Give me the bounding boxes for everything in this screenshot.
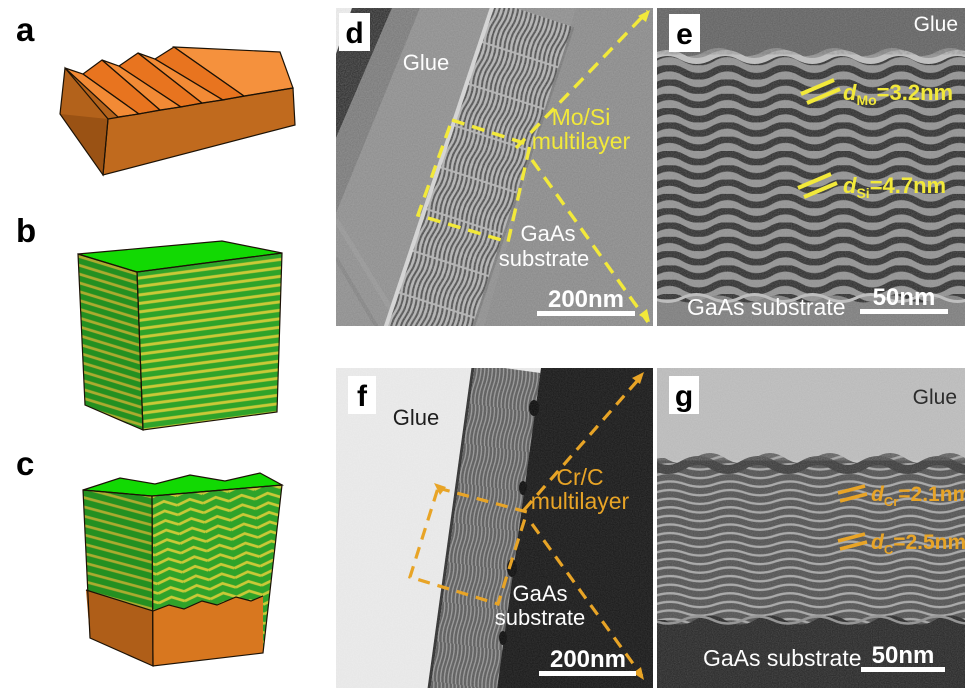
callout-arrow-icon <box>633 667 644 680</box>
scalebar-label: 50nm <box>872 642 935 669</box>
noise-overlay <box>336 368 653 688</box>
glue-label: Glue <box>393 405 439 430</box>
d-subscript: Cr <box>884 494 898 509</box>
multilayer-label-line1: Mo/Si <box>552 104 611 130</box>
d-spacing-marker-icon <box>800 78 841 105</box>
panel-f-tem-image: f Glue Cr/C multilayer GaAs substrate 20… <box>336 368 653 688</box>
scalebar-label: 200nm <box>550 646 626 673</box>
zoom-callout <box>407 372 644 680</box>
flat-multilayer-drawing <box>77 240 283 431</box>
glue-label: Glue <box>913 386 957 409</box>
panel-d-letter: d <box>345 17 363 50</box>
corrugated-multilayer-drawing <box>82 472 285 667</box>
panel-b-diagram <box>77 240 283 431</box>
panel-g-tem-image: g Glue dCr=2.1nm dC=2.5nm GaAs substrate… <box>657 368 965 688</box>
d-c-annotation: dC=2.5nm <box>871 531 965 557</box>
d-mo-annotation: dMo=3.2nm <box>843 80 953 108</box>
panel-e-tem-image: e Glue dMo=3.2nm dSi=4.7nm GaAs substrat… <box>657 8 965 326</box>
callout-ray <box>530 523 644 677</box>
callout-ray <box>530 159 650 323</box>
panel-b-label: b <box>16 212 37 249</box>
scale-bar <box>537 311 635 316</box>
substrate-label-line2: substrate <box>495 605 586 630</box>
panel-c-label: c <box>16 445 35 482</box>
panel-f-letter: f <box>357 380 368 413</box>
substrate-label: GaAs substrate <box>687 294 846 320</box>
d-value: =4.7nm <box>870 173 946 198</box>
d-spacing-marker-icon <box>797 172 838 199</box>
panel-a-label: a <box>16 11 35 48</box>
label-box <box>669 376 699 414</box>
callout-ray <box>522 378 640 512</box>
panel-e-letter: e <box>676 18 693 51</box>
callout-arrow-icon <box>632 372 644 384</box>
roi-box <box>415 117 533 245</box>
d-cr-annotation: dCr=2.1nm <box>871 483 965 509</box>
label-box <box>669 14 700 52</box>
scale-bar <box>860 309 948 314</box>
substrate-label-line1: GaAs <box>520 221 575 246</box>
d-symbol: d <box>871 483 885 506</box>
noise-overlay <box>336 8 653 326</box>
d-si-annotation: dSi=4.7nm <box>843 173 946 201</box>
d-symbol: d <box>843 80 857 105</box>
d-subscript: Mo <box>856 92 876 108</box>
glue-label: Glue <box>403 50 449 75</box>
roi-box <box>407 486 530 606</box>
d-spacing-marker-icon <box>837 532 868 551</box>
sawtooth-substrate-drawing <box>59 46 296 177</box>
substrate-label: GaAs substrate <box>703 645 862 671</box>
panel-a-diagram <box>59 46 296 177</box>
label-box <box>339 13 370 51</box>
noise-overlay <box>657 368 965 688</box>
scale-bar <box>861 667 945 672</box>
d-subscript: Si <box>856 185 869 201</box>
panel-c-diagram <box>82 472 285 667</box>
d-value: =3.2nm <box>877 80 953 105</box>
scalebar-label: 200nm <box>548 286 624 313</box>
d-value: =2.5nm <box>893 531 965 554</box>
panel-g-letter: g <box>675 380 693 413</box>
substrate-label-line2: substrate <box>499 246 590 271</box>
scalebar-label: 50nm <box>873 284 936 311</box>
callout-ray <box>514 9 650 150</box>
callout-arrow-icon <box>638 10 650 22</box>
label-box <box>348 376 376 414</box>
noise-overlay <box>657 8 965 326</box>
substrate-label-line1: GaAs <box>512 581 567 606</box>
glue-label: Glue <box>914 13 958 36</box>
callout-arrow-icon <box>434 483 446 495</box>
d-symbol: d <box>871 531 885 554</box>
callout-arrow-icon <box>639 309 650 322</box>
zoom-callout <box>415 9 650 323</box>
multilayer-label-line2: multilayer <box>532 128 631 154</box>
scale-bar <box>539 671 636 676</box>
d-spacing-marker-icon <box>837 484 868 503</box>
panel-d-tem-image: d Glue Mo/Si multilayer GaAs substrate 2… <box>336 8 653 326</box>
d-value: =2.1nm <box>898 483 965 506</box>
multilayer-label-line2: multilayer <box>531 488 630 514</box>
multilayer-label-line1: Cr/C <box>556 464 603 490</box>
d-subscript: C <box>884 542 894 557</box>
d-symbol: d <box>843 173 857 198</box>
